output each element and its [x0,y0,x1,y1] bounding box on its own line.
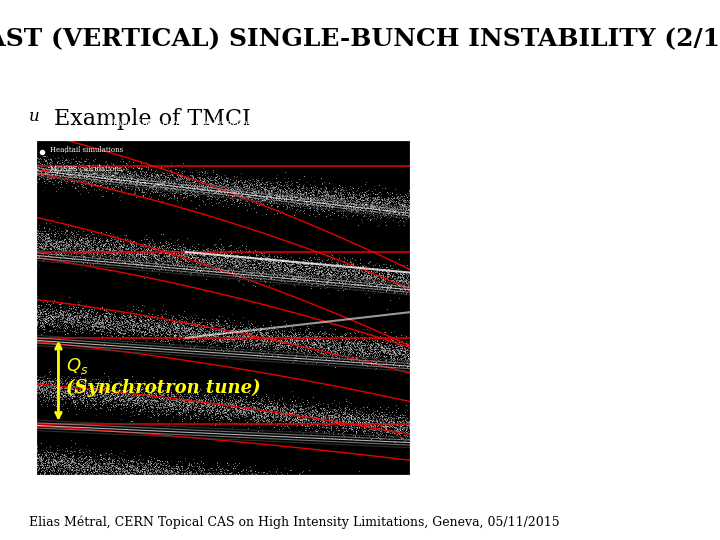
Text: u: u [29,108,40,125]
Text: Courtesy of Benoit Salvant: Courtesy of Benoit Salvant [219,454,407,467]
Text: Example of TMCI: Example of TMCI [54,108,251,130]
Text: FAST (VERTICAL) SINGLE-BUNCH INSTABILITY (2/14): FAST (VERTICAL) SINGLE-BUNCH INSTABILITY… [0,27,720,51]
Text: Elias Métral, CERN Topical CAS on High Intensity Limitations, Geneva, 05/11/2015: Elias Métral, CERN Topical CAS on High I… [29,516,559,529]
X-axis label: $I_b$ (mA): $I_b$ (mA) [203,501,243,515]
Text: $Q_s$
(Synchrotron tune): $Q_s$ (Synchrotron tune) [66,356,261,397]
Y-axis label: Re[(Q-Q₀)/Qₛ]: Re[(Q-Q₀)/Qₛ] [0,275,4,341]
Title: Mode Spectrum of the horizontal coherent motion
as a function of bunch current: Mode Spectrum of the horizontal coherent… [107,119,339,138]
